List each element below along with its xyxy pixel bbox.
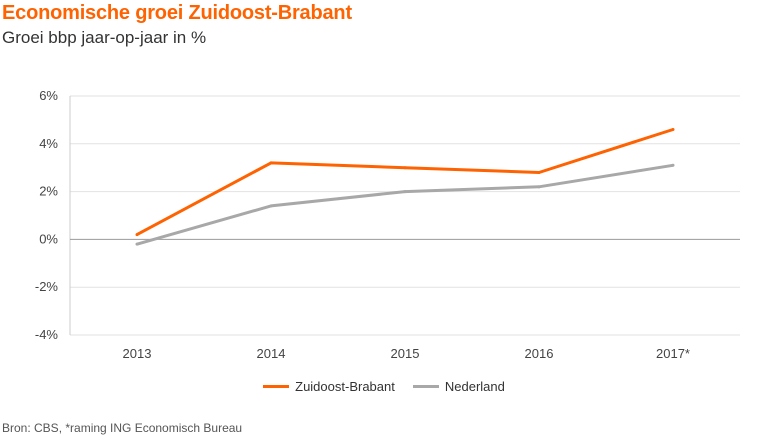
line-chart: 6% 4% 2% 0% -2% -4% 2013 2014 2015 2016 2017* [35,88,740,361]
data-point-zuidoost-brabant [403,166,407,170]
legend-swatch-zuidoost-brabant [263,385,290,388]
legend: Zuidoost-Brabant Nederland [0,379,768,394]
data-point-nederland [135,242,139,246]
series-line-zuidoost-brabant [136,128,674,236]
series-lines [135,127,675,246]
y-tick-label: 0% [39,231,58,246]
x-tick-label: 2016 [525,346,554,361]
x-axis-tick-labels: 2013 2014 2015 2016 2017* [123,346,690,361]
chart-subtitle: Groei bbp jaar-op-jaar in % [2,28,207,47]
data-point-nederland [537,185,541,189]
y-tick-label: 4% [39,136,58,151]
data-point-zuidoost-brabant [135,233,139,237]
series-line-nederland [136,163,674,246]
data-point-nederland [671,163,675,167]
chart-title: Economische groei Zuidoost-Brabant [2,2,352,24]
data-point-zuidoost-brabant [537,170,541,174]
y-axis-tick-labels: 6% 4% 2% 0% -2% -4% [35,88,59,342]
x-tick-label: 2014 [257,346,286,361]
data-point-nederland [269,204,273,208]
legend-swatch-nederland [412,385,439,388]
source-note: Bron: CBS, *raming ING Economisch Bureau [2,421,243,435]
legend-item-nederland: Nederland [412,379,505,394]
x-tick-label: 2017* [656,346,690,361]
y-tick-label: 6% [39,88,58,103]
y-tick-label: -2% [35,279,59,294]
y-tick-label: 2% [39,184,58,199]
legend-item-zuidoost-brabant: Zuidoost-Brabant [263,379,395,394]
axes [69,96,740,335]
x-tick-label: 2015 [391,346,420,361]
legend-label-zuidoost-brabant: Zuidoost-Brabant [295,379,395,394]
legend-label-nederland: Nederland [444,379,505,394]
y-tick-label: -4% [35,327,59,342]
data-point-zuidoost-brabant [269,161,273,165]
x-tick-label: 2013 [123,346,152,361]
data-point-zuidoost-brabant [671,127,675,131]
data-point-nederland [403,190,407,194]
